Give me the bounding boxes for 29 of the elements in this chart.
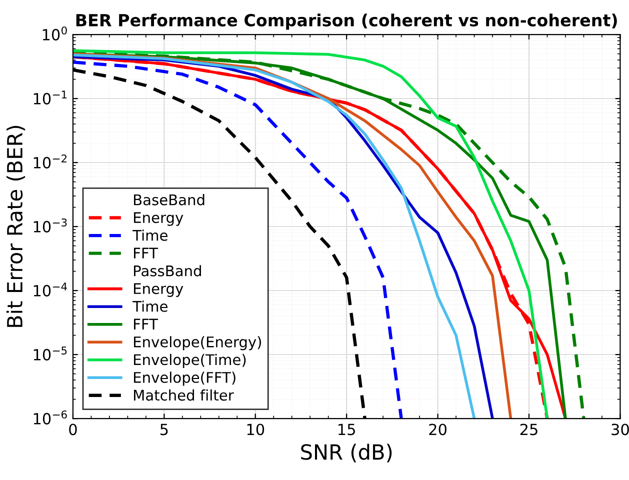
- legend-label: Energy: [134, 212, 184, 226]
- legend-label: Matched filter: [134, 389, 234, 401]
- x-tick-label: 30: [612, 424, 629, 436]
- legend-label: Envelope(Energy): [134, 336, 262, 350]
- x-tick-label: 10: [247, 424, 264, 436]
- legend-label: Envelope(FFT): [134, 372, 236, 386]
- x-tick-label: 5: [160, 424, 168, 436]
- legend-label: Time: [132, 230, 168, 241]
- x-tick-label: 20: [429, 424, 446, 436]
- annotation: PassBand: [134, 265, 201, 276]
- y-tick-label: 10$^{−1}$: [34, 90, 67, 104]
- x-tick-label: 15: [338, 424, 355, 436]
- y-tick-label: 10$^{−5}$: [34, 346, 67, 360]
- y-tick-label: 10$^{−3}$: [34, 218, 67, 232]
- legend-label: FFT: [134, 318, 158, 330]
- x-axis-title: SNR (dB): [301, 444, 392, 462]
- y-tick-label: 10$^{0}$: [42, 26, 67, 40]
- y-tick-label: 10$^{−6}$: [34, 410, 67, 424]
- y-tick-label: 10$^{−4}$: [34, 282, 67, 296]
- annotation: BaseBand: [134, 194, 204, 206]
- legend-label: Envelope(Time): [134, 354, 246, 368]
- legend-label: Time: [132, 300, 168, 312]
- legend-label: Energy: [134, 283, 184, 297]
- legend-label: FFT: [134, 248, 158, 258]
- y-axis-title: Bit Error Rate (BER): [6, 126, 26, 327]
- x-tick-label: 25: [520, 424, 538, 436]
- y-tick-label: 10$^{−2}$: [34, 154, 66, 168]
- chart-title: BER Performance Comparison (coherent vs non-coherent): [76, 14, 617, 30]
- x-tick-label: 0: [69, 424, 77, 436]
